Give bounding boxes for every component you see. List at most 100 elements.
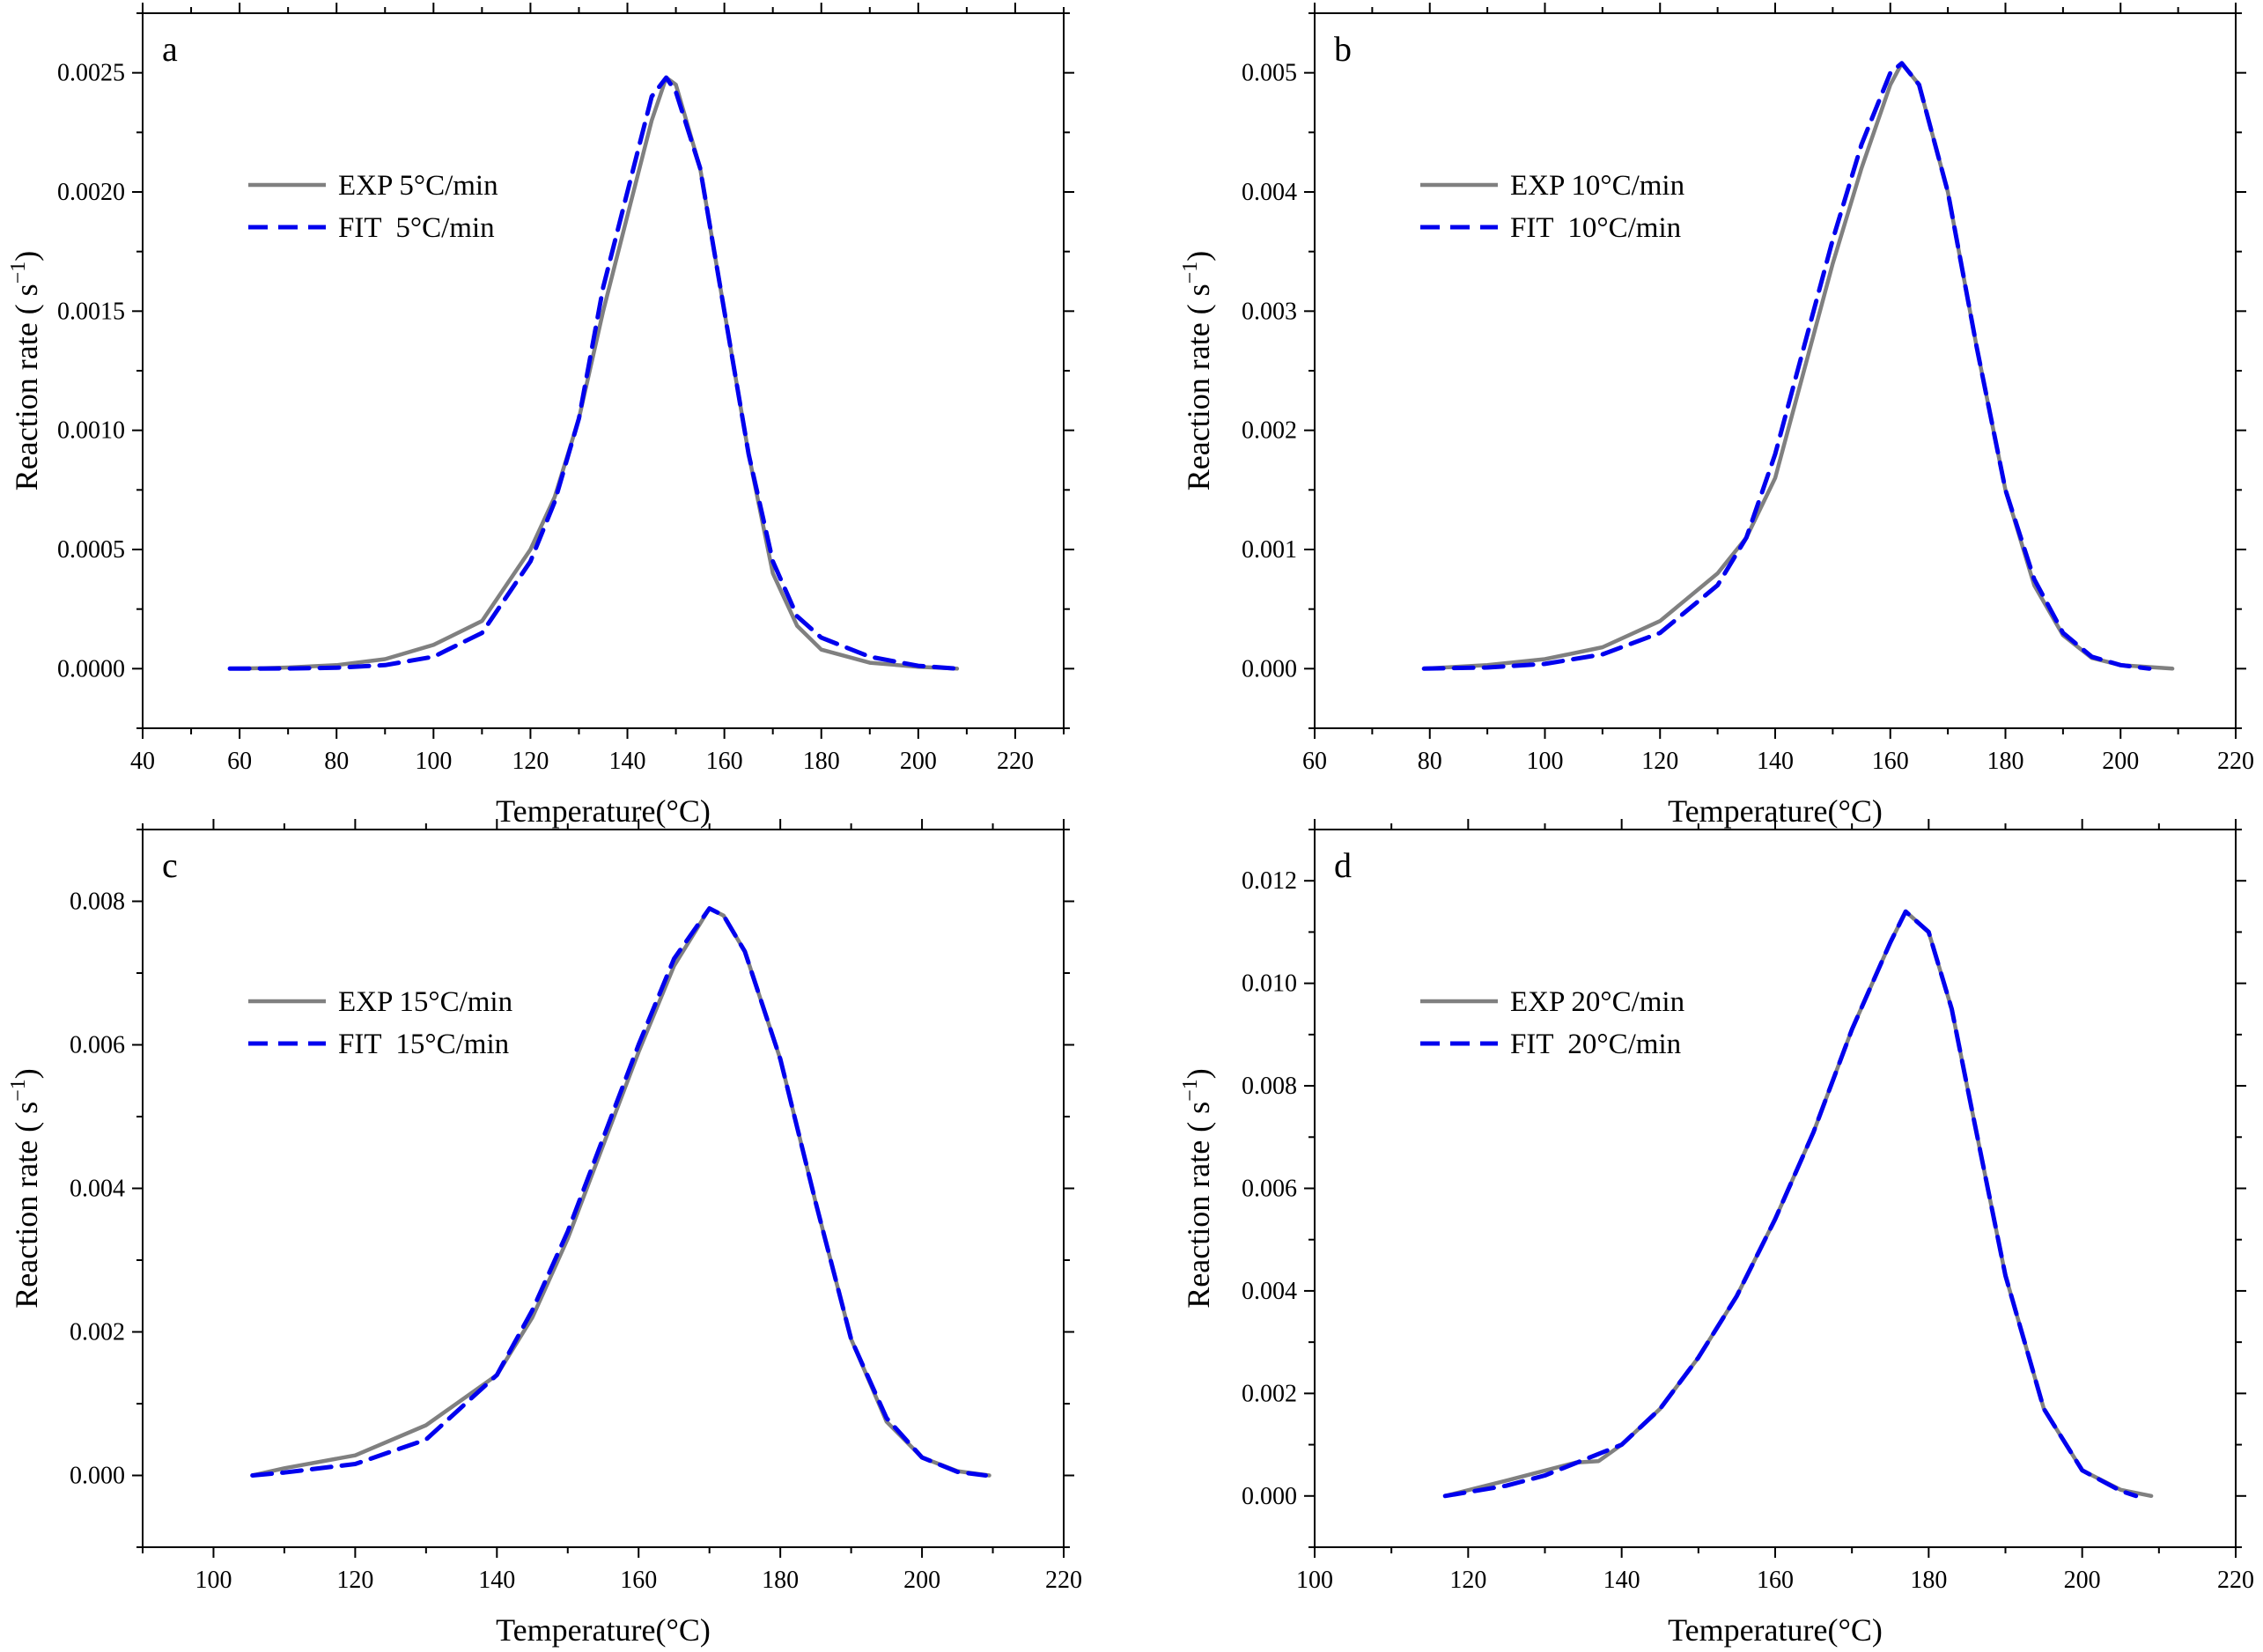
y-axis-title-superscript: −1 xyxy=(1179,1079,1202,1102)
legend-fit-label: FIT 15°C/min xyxy=(338,1029,509,1060)
y-tick-label: 0.0000 xyxy=(57,655,125,682)
plot-frame xyxy=(142,12,1065,729)
y-tick-label: 0.0005 xyxy=(57,536,125,564)
legend-fit-label: FIT 5°C/min xyxy=(338,212,495,244)
x-axis-title: Temperature(°C) xyxy=(496,793,711,829)
x-tick-label: 60 xyxy=(227,748,252,775)
y-tick-label: 0.012 xyxy=(1242,867,1297,895)
y-tick-label: 0.004 xyxy=(70,1176,125,1203)
x-tick-label: 120 xyxy=(1449,1567,1486,1594)
legend-fit-label: FIT 10°C/min xyxy=(1510,212,1681,244)
y-tick-label: 0.005 xyxy=(1242,60,1297,87)
fit-series-line xyxy=(250,906,988,1478)
panel-letter: d xyxy=(1334,845,1352,885)
panel-letter: c xyxy=(162,845,178,885)
x-tick-label: 120 xyxy=(1641,748,1678,775)
x-tick-label: 140 xyxy=(478,1567,515,1594)
y-tick-label: 0.006 xyxy=(70,1032,125,1059)
legend-exp-label: EXP 10°C/min xyxy=(1510,170,1684,202)
y-tick-label: 0.0015 xyxy=(57,298,125,325)
x-tick-label: 180 xyxy=(762,1567,799,1594)
y-tick-label: 0.010 xyxy=(1242,970,1297,998)
legend: EXP 20°C/min FIT 20°C/min xyxy=(1420,986,1684,1060)
x-tick-label: 160 xyxy=(620,1567,657,1594)
y-tick-label: 0.004 xyxy=(1242,1278,1297,1305)
legend-exp-label: EXP 20°C/min xyxy=(1510,986,1684,1018)
x-tick-label: 200 xyxy=(2102,748,2139,775)
y-axis-title-main: Reaction rate ( s xyxy=(1181,284,1216,490)
legend: EXP 15°C/min FIT 15°C/min xyxy=(248,986,512,1060)
x-axis-title: Temperature(°C) xyxy=(496,1612,711,1648)
x-tick-label: 180 xyxy=(1910,1567,1947,1594)
plot-frame xyxy=(142,829,1065,1548)
legend: EXP 10°C/min FIT 10°C/min xyxy=(1420,170,1684,244)
x-tick-label: 100 xyxy=(1296,1567,1333,1594)
y-axis-title: Reaction rate ( s−1) xyxy=(1179,251,1216,490)
x-tick-label: 80 xyxy=(1418,748,1442,775)
exp-series-line xyxy=(227,75,960,671)
y-axis-title: Reaction rate ( s−1) xyxy=(7,251,44,490)
x-tick-label: 200 xyxy=(903,1567,940,1594)
y-axis-title: Reaction rate ( s−1) xyxy=(1179,1068,1216,1308)
y-tick-label: 0.002 xyxy=(1242,417,1297,445)
y-axis-title-main: Reaction rate ( s xyxy=(9,1102,44,1309)
legend-exp-label: EXP 15°C/min xyxy=(338,986,512,1018)
y-tick-label: 0.008 xyxy=(1242,1073,1297,1100)
y-axis-title-superscript: −1 xyxy=(1179,262,1202,284)
legend-exp-label: EXP 5°C/min xyxy=(338,170,498,202)
y-axis-title-close: ) xyxy=(9,1068,44,1079)
y-axis-title-close: ) xyxy=(1181,251,1216,262)
legend-fit-label: FIT 20°C/min xyxy=(1510,1029,1681,1060)
y-tick-label: 0.008 xyxy=(70,889,125,916)
fit-series-line xyxy=(227,75,960,671)
y-axis-title-superscript: −1 xyxy=(7,262,30,284)
x-tick-label: 220 xyxy=(2217,1567,2254,1594)
fit-series-line xyxy=(1421,61,2152,671)
x-tick-label: 180 xyxy=(1987,748,2024,775)
y-axis-title-close: ) xyxy=(9,251,44,262)
x-tick-label: 220 xyxy=(1045,1567,1082,1594)
x-axis-title: Temperature(°C) xyxy=(1668,1612,1883,1648)
x-tick-label: 140 xyxy=(1603,1567,1640,1594)
x-tick-label: 160 xyxy=(706,748,743,775)
x-tick-label: 100 xyxy=(415,748,452,775)
y-tick-label: 0.000 xyxy=(70,1463,125,1490)
x-tick-label: 180 xyxy=(803,748,840,775)
x-tick-label: 160 xyxy=(1757,1567,1794,1594)
x-tick-label: 80 xyxy=(324,748,349,775)
y-tick-label: 0.002 xyxy=(1242,1380,1297,1407)
y-axis-title: Reaction rate ( s−1) xyxy=(7,1068,44,1308)
fit-series-line xyxy=(1442,909,2139,1499)
y-tick-label: 0.0010 xyxy=(57,417,125,445)
x-tick-label: 120 xyxy=(336,1567,373,1594)
y-tick-label: 0.003 xyxy=(1242,298,1297,325)
y-axis-title-close: ) xyxy=(1181,1068,1216,1079)
x-tick-label: 120 xyxy=(512,748,549,775)
y-tick-label: 0.000 xyxy=(1242,1483,1297,1510)
x-tick-label: 220 xyxy=(997,748,1034,775)
x-tick-label: 40 xyxy=(130,748,155,775)
y-tick-label: 0.000 xyxy=(1242,655,1297,682)
y-axis-title-main: Reaction rate ( s xyxy=(1181,1102,1216,1309)
y-axis-title-main: Reaction rate ( s xyxy=(9,284,44,490)
plot-frame xyxy=(1314,829,2237,1548)
y-tick-label: 0.006 xyxy=(1242,1176,1297,1203)
y-tick-label: 0.0020 xyxy=(57,179,125,206)
plot-frame xyxy=(1314,12,2237,729)
x-tick-label: 60 xyxy=(1302,748,1327,775)
y-tick-label: 0.004 xyxy=(1242,179,1297,206)
chart-panel-d: 100 120 140 160 180 200 220 0.000 0.002 0.004 0.00… xyxy=(1179,819,2254,1648)
panel-letter: a xyxy=(162,29,178,69)
y-axis-title-superscript: −1 xyxy=(7,1079,30,1102)
x-tick-label: 200 xyxy=(900,748,937,775)
y-tick-label: 0.001 xyxy=(1242,536,1297,564)
x-tick-label: 140 xyxy=(609,748,646,775)
x-tick-label: 140 xyxy=(1757,748,1794,775)
panel-letter: b xyxy=(1334,29,1352,69)
x-tick-label: 220 xyxy=(2217,748,2254,775)
x-tick-label: 160 xyxy=(1872,748,1909,775)
x-tick-label: 100 xyxy=(195,1567,232,1594)
chart-panel-c: 100 120 140 160 180 200 220 0.000 0.002 0.004 0.00… xyxy=(7,819,1082,1648)
x-tick-label: 100 xyxy=(1527,748,1564,775)
